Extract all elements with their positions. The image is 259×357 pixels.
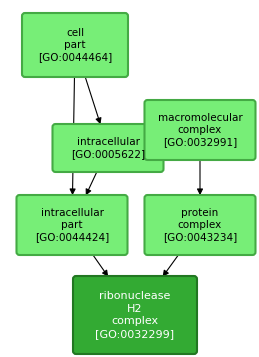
FancyBboxPatch shape xyxy=(22,13,128,77)
Text: intracellular
part
[GO:0044424]: intracellular part [GO:0044424] xyxy=(35,208,109,242)
FancyBboxPatch shape xyxy=(53,124,163,172)
Text: protein
complex
[GO:0043234]: protein complex [GO:0043234] xyxy=(163,208,237,242)
Text: intracellular
[GO:0005622]: intracellular [GO:0005622] xyxy=(71,137,145,159)
FancyBboxPatch shape xyxy=(73,276,197,354)
FancyBboxPatch shape xyxy=(145,100,255,160)
Text: macromolecular
complex
[GO:0032991]: macromolecular complex [GO:0032991] xyxy=(158,112,242,147)
Text: ribonuclease
H2
complex
[GO:0032299]: ribonuclease H2 complex [GO:0032299] xyxy=(95,291,175,338)
Text: cell
part
[GO:0044464]: cell part [GO:0044464] xyxy=(38,27,112,62)
FancyBboxPatch shape xyxy=(17,195,127,255)
FancyBboxPatch shape xyxy=(145,195,255,255)
